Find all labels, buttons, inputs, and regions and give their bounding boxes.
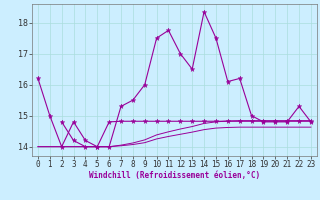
X-axis label: Windchill (Refroidissement éolien,°C): Windchill (Refroidissement éolien,°C) — [89, 171, 260, 180]
